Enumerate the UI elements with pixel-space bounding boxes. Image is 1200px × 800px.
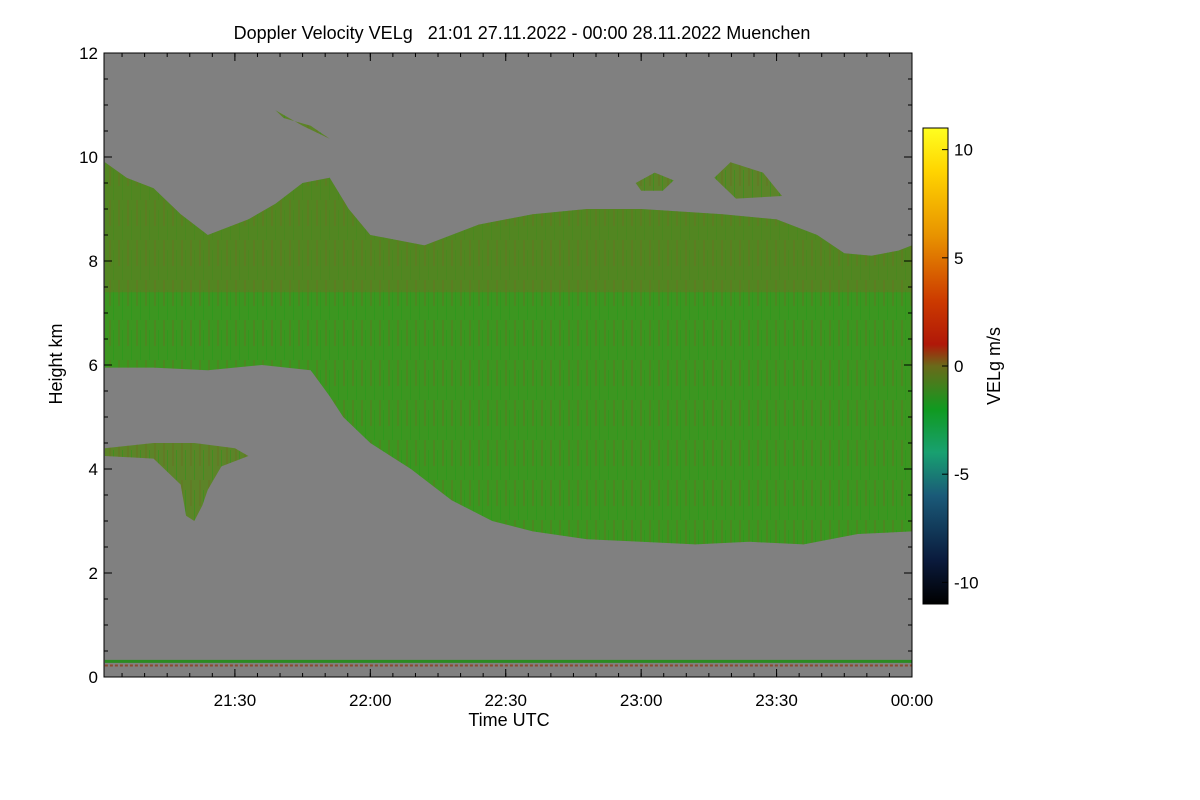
colorbar-tick-label: -10 [954,573,979,592]
y-tick-label: 6 [89,356,98,375]
echo-upper-tint [104,162,912,293]
chart-title: Doppler Velocity VELg 21:01 27.11.2022 -… [234,23,811,43]
x-tick-label: 22:00 [349,691,392,710]
echo-texture-main-cloud [104,162,912,545]
x-tick-label: 23:30 [755,691,798,710]
echo-texture-upper-fragment-1 [275,110,330,139]
y-tick-label: 10 [79,148,98,167]
y-axis-label: Height km [46,323,66,404]
colorbar-tick-label: 5 [954,249,963,268]
colorbar-tick-label: -5 [954,465,969,484]
x-axis: 21:30 22:00 22:30 23:00 23:30 00:00 [121,53,934,710]
colorbar-label: VELg m/s [984,327,1004,405]
echo-texture-upper-fragment-2 [714,162,782,199]
echo-texture-upper-fragment-3 [635,172,674,191]
x-axis-label: Time UTC [468,710,549,730]
x-tick-label: 21:30 [214,691,257,710]
colorbar-ticks: 10 5 0 -5 -10 [942,141,979,592]
y-tick-label: 0 [89,668,98,687]
x-tick-label: 23:00 [620,691,663,710]
y-tick-label: 8 [89,252,98,271]
echo-layer [104,110,912,545]
y-axis: 0 2 4 6 8 10 12 [79,44,912,687]
y-tick-label: 2 [89,564,98,583]
colorbar-tick-label: 0 [954,357,963,376]
y-tick-label: 4 [89,460,98,479]
x-tick-label: 00:00 [891,691,934,710]
ground-lines [104,659,912,667]
colorbar-tick-label: 10 [954,141,973,160]
x-tick-label: 22:30 [484,691,527,710]
echo-texture-mid-level-patch [104,443,249,521]
y-tick-label: 12 [79,44,98,63]
